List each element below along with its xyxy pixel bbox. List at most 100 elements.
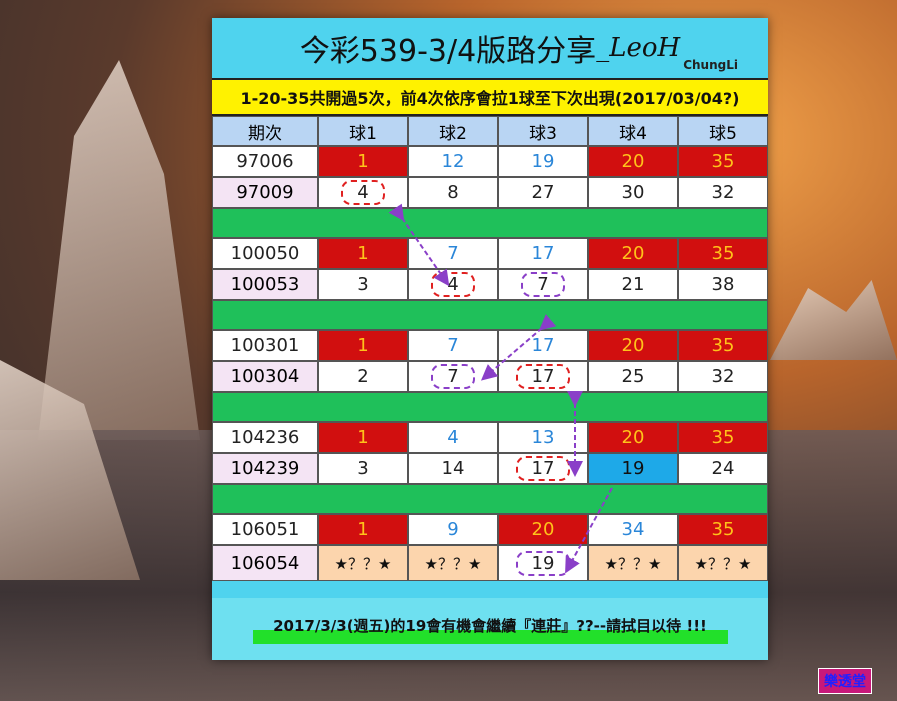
ball-cell: 32 [678, 361, 768, 392]
ball-cell: 1 [318, 146, 408, 177]
ball-number: 35 [711, 519, 735, 540]
ball-cell: 35 [678, 330, 768, 361]
ball-cell: ★？？★ [588, 545, 678, 581]
ball-number: 32 [711, 366, 735, 387]
subtitle: 1-20-35共開過5次，前4次依序會拉1球至下次出現(2017/03/04?) [212, 78, 768, 116]
ball-cell: 3 [318, 453, 408, 484]
ball-cell: 4 [408, 422, 498, 453]
header-period: 期次 [212, 116, 318, 146]
ball-number: 9 [447, 519, 459, 540]
ball-number: 34 [621, 519, 645, 540]
ball-number: 20 [621, 243, 645, 264]
table-row: 97009 4 8 27 30 32 [212, 177, 768, 208]
ball-cell: 20 [588, 330, 678, 361]
ball-number: 3 [357, 458, 369, 479]
ball-cell: 17 [498, 330, 588, 361]
ball-cell: 20 [588, 146, 678, 177]
ball-cell: 9 [408, 514, 498, 545]
ball-number: 4 [341, 180, 385, 205]
ball-number: 30 [621, 182, 645, 203]
ball-number: 17 [531, 243, 555, 264]
ball-number: 7 [447, 335, 459, 356]
iceberg-left [38, 60, 200, 440]
ball-cell: 7 [498, 269, 588, 300]
ball-cell: 27 [498, 177, 588, 208]
ball-cell: 19 [498, 545, 588, 581]
ball-cell: ★？？★ [318, 545, 408, 581]
ball-number: 12 [441, 151, 465, 172]
ball-cell: 19 [588, 453, 678, 484]
ball-cell: 21 [588, 269, 678, 300]
period-cell: 104236 [212, 422, 318, 453]
period-cell: 106051 [212, 514, 318, 545]
ball-cell: 7 [408, 238, 498, 269]
period-cell: 100301 [212, 330, 318, 361]
ball-number: 20 [531, 519, 555, 540]
ball-cell: 1 [318, 422, 408, 453]
table-row: 100304 2 7 17 25 32 [212, 361, 768, 392]
ball-cell: 8 [408, 177, 498, 208]
ball-cell: 17 [498, 238, 588, 269]
ball-cell: 17 [498, 361, 588, 392]
panel-title: 今彩539-3/4版路分享 _LeoH ChungLi [212, 18, 768, 78]
ball-number: ★？？★ [424, 554, 482, 573]
ball-number: 4 [431, 272, 475, 297]
header-ball3: 球3 [498, 116, 588, 146]
iceberg-right [770, 280, 897, 360]
period-cell: 106054 [212, 545, 318, 581]
ball-number: 35 [711, 151, 735, 172]
table-row: 100301 1 7 17 20 35 [212, 330, 768, 361]
ball-number: 21 [621, 274, 645, 295]
ball-number: 13 [531, 427, 555, 448]
ball-number: ★？？★ [694, 554, 752, 573]
row-separator [212, 208, 768, 238]
ball-number: 1 [357, 335, 369, 356]
ball-cell: ★？？★ [678, 545, 768, 581]
ball-cell: 20 [498, 514, 588, 545]
ball-cell: 30 [588, 177, 678, 208]
ball-cell: 1 [318, 330, 408, 361]
ball-cell: 35 [678, 514, 768, 545]
ball-number: 35 [711, 427, 735, 448]
header-ball1: 球1 [318, 116, 408, 146]
ball-number: 19 [531, 151, 555, 172]
ball-cell: 38 [678, 269, 768, 300]
ball-number: 32 [711, 182, 735, 203]
ball-cell: 13 [498, 422, 588, 453]
header-ball5: 球5 [678, 116, 768, 146]
header-ball2: 球2 [408, 116, 498, 146]
ball-cell: 4 [408, 269, 498, 300]
table-row: 104239 3 14 17 19 24 [212, 453, 768, 484]
ball-number: 24 [711, 458, 735, 479]
ball-number: 25 [621, 366, 645, 387]
ball-cell: 20 [588, 238, 678, 269]
table-row: 104236 1 4 13 20 35 [212, 422, 768, 453]
row-separator [212, 484, 768, 514]
ball-number: 17 [515, 456, 571, 481]
lottery-panel: 今彩539-3/4版路分享 _LeoH ChungLi 1-20-35共開過5次… [212, 18, 768, 660]
ball-number: 20 [621, 427, 645, 448]
ball-number: ★？？★ [604, 554, 662, 573]
ball-number: 19 [621, 458, 645, 479]
ball-number: 1 [357, 427, 369, 448]
table-row: 97006 1 12 19 20 35 [212, 146, 768, 177]
title-signature: _LeoH [596, 33, 681, 63]
table-row: 106054 ★？？★ ★？？★ 19 ★？？★ ★？？★ [212, 545, 768, 581]
period-cell: 97006 [212, 146, 318, 177]
table-row: 106051 1 9 20 34 35 [212, 514, 768, 545]
period-cell: 100304 [212, 361, 318, 392]
subtitle-text: 1-20-35共開過5次，前4次依序會拉1球至下次出現(2017/03/04?) [240, 89, 740, 108]
ball-cell: 3 [318, 269, 408, 300]
ball-number: 7 [431, 364, 475, 389]
ball-number: 1 [357, 151, 369, 172]
ball-cell: 19 [498, 146, 588, 177]
period-cell: 97009 [212, 177, 318, 208]
row-separator [212, 300, 768, 330]
ball-number: 20 [621, 335, 645, 356]
ball-number: 2 [357, 366, 369, 387]
ball-number: 17 [515, 364, 571, 389]
ball-number: 7 [521, 272, 565, 297]
ball-cell: 1 [318, 514, 408, 545]
ball-number: ★？？★ [334, 554, 392, 573]
ball-number: 7 [447, 243, 459, 264]
